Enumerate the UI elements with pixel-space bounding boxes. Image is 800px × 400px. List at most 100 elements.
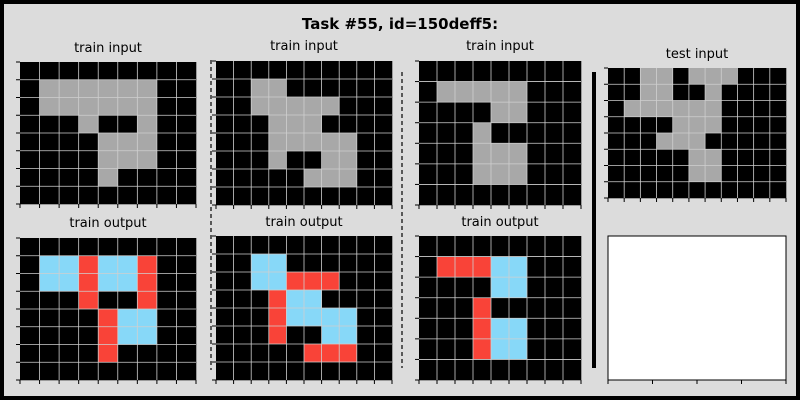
grid-cell (705, 116, 722, 134)
grid-cell (339, 272, 358, 291)
grid-cell (304, 362, 322, 381)
grid-cell (286, 115, 305, 134)
grid-cell (705, 149, 722, 166)
grid-cell (509, 81, 528, 103)
grid-cell (624, 100, 641, 118)
grid-cell (455, 256, 474, 278)
grid-cell (59, 273, 79, 292)
grid-cell (20, 326, 40, 345)
grid-cell (563, 236, 582, 257)
grid-cell (176, 326, 197, 345)
grid-cell (156, 133, 177, 152)
grid-cell (527, 338, 546, 360)
grid-cell (769, 181, 787, 199)
grid-cell (527, 102, 546, 124)
grid-cell (545, 359, 564, 381)
grid-cell (437, 143, 456, 165)
grid-cell (156, 79, 177, 98)
grid-cell (624, 181, 641, 199)
grid-cell (78, 115, 99, 134)
grid-cell (437, 61, 456, 82)
grid-cell (656, 181, 674, 199)
grid-cell (251, 169, 270, 188)
grid-cell (545, 338, 564, 360)
grid-cell (176, 344, 197, 363)
grid-cell (656, 84, 674, 101)
grid-cell (286, 290, 305, 309)
grid-cell (437, 184, 456, 206)
grid-cell (78, 255, 99, 274)
grid-cell (39, 186, 60, 205)
separator-dashed-2 (401, 72, 403, 368)
grid-cell (20, 97, 40, 116)
grid-cell (491, 318, 510, 340)
grid-cell (117, 97, 138, 116)
grid-cell (98, 115, 119, 134)
grid-cell (304, 344, 322, 363)
grid-cell (509, 277, 528, 299)
grid-cell (20, 186, 40, 205)
grid-cell (473, 184, 492, 206)
grid-cell (419, 297, 438, 319)
grid-cell (156, 186, 177, 205)
grid-cell (527, 81, 546, 103)
grid-cell (59, 115, 79, 134)
grid-cell (156, 344, 177, 363)
grid-cell (233, 362, 252, 381)
grid-cell (117, 115, 138, 134)
grid-cell (737, 165, 754, 183)
grid-cell (78, 62, 99, 81)
grid-cell (286, 236, 305, 255)
grid-cell (268, 344, 287, 363)
grid-cell (304, 308, 322, 327)
grid-cell (304, 169, 322, 188)
grid-cell (473, 338, 492, 360)
grid-cell (156, 238, 177, 257)
grid-cell (640, 100, 657, 118)
grid-cell (563, 184, 582, 206)
grid-cell (176, 362, 197, 381)
grid-cell (509, 102, 528, 124)
grid-cell (117, 309, 138, 328)
grid-cell (545, 184, 564, 206)
grid-cell (98, 97, 119, 116)
grid-cell (374, 344, 393, 363)
separator-solid (592, 72, 596, 368)
grid-test-output-empty (607, 235, 787, 384)
grid-cell (672, 165, 690, 183)
grid-cell (374, 290, 393, 309)
grid-cell (216, 308, 234, 327)
grid-cell (608, 116, 625, 134)
grid-cell (769, 133, 787, 150)
grid-cell (473, 143, 492, 165)
grid-cell (251, 133, 270, 152)
grid-cell (491, 359, 510, 381)
grid-cell (356, 169, 375, 188)
grid-cell (672, 149, 690, 166)
grid-cell (39, 344, 60, 363)
grid-cell (216, 326, 234, 345)
grid-cell (374, 169, 393, 188)
grid-cell (137, 273, 158, 292)
grid-cell (78, 238, 99, 257)
grid-train-input-3 (415, 60, 582, 209)
grid-cell (39, 291, 60, 310)
grid-cell (304, 326, 322, 345)
grid-cell (608, 133, 625, 150)
grid-cell (216, 272, 234, 291)
grid-cell (419, 81, 438, 103)
grid-cell (59, 62, 79, 81)
grid-cell (39, 62, 60, 81)
grid-cell (356, 290, 375, 309)
grid-cell (137, 362, 158, 381)
grid-cell (419, 318, 438, 340)
grid-cell (339, 254, 358, 273)
grid-cell (356, 254, 375, 273)
grid-cell (737, 181, 754, 199)
grid-cell (137, 186, 158, 205)
grid-cell (656, 133, 674, 150)
grid-cell (137, 79, 158, 98)
grid-cell (321, 326, 340, 345)
grid-cell (721, 133, 738, 150)
grid-cell (437, 81, 456, 103)
